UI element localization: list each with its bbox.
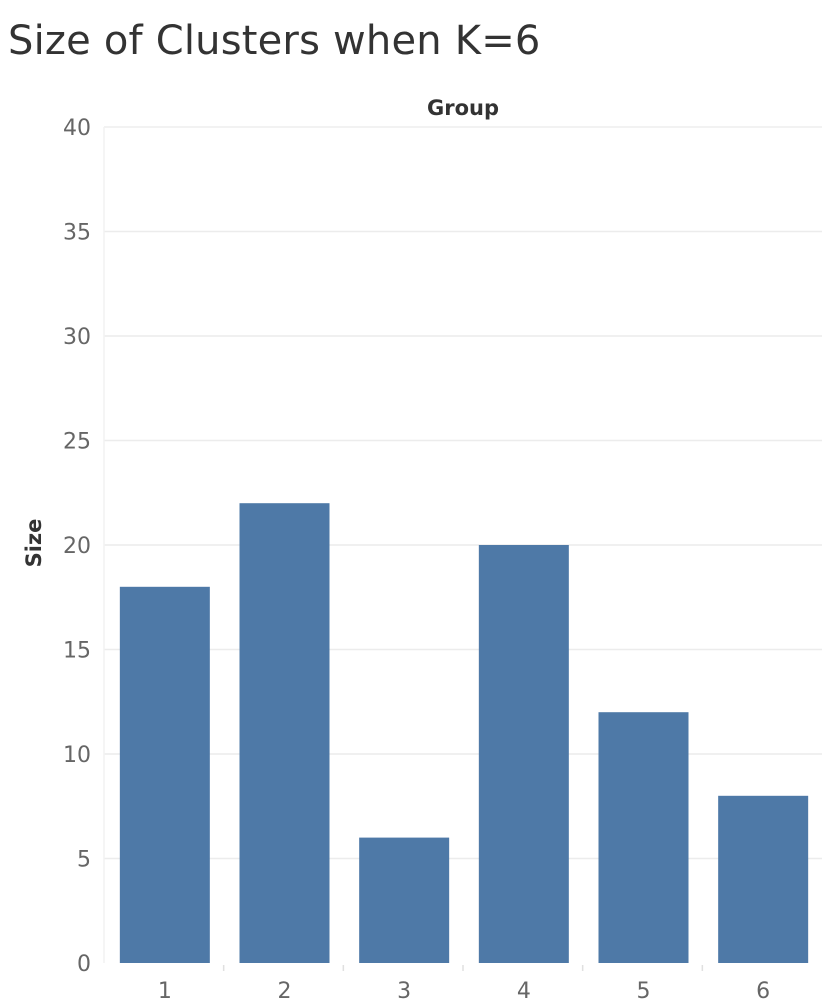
y-tick-label: 30 [63,325,91,350]
y-axis-ticks: 0 5 10 15 20 25 30 35 40 [63,116,91,977]
y-tick-label: 40 [63,116,91,141]
y-tick-label: 15 [63,639,91,664]
bar-group-2 [239,503,330,963]
x-axis-ticks: 1 2 3 4 5 6 [158,965,770,1004]
bar-group-5 [598,712,689,963]
gridlines [104,126,822,860]
bar-group-4 [478,545,569,963]
y-tick-label: 5 [77,848,91,873]
y-tick-label: 0 [77,952,91,977]
bar-group-1 [119,586,210,963]
x-tick-label: 1 [158,979,172,1004]
chart-title: Size of Clusters when K=6 [8,18,541,64]
x-tick-label: 6 [756,979,770,1004]
bar-group-3 [359,837,450,963]
x-tick-label: 2 [278,979,292,1004]
y-tick-label: 20 [63,534,91,559]
y-tick-label: 25 [63,430,91,455]
x-tick-label: 4 [517,979,531,1004]
y-tick-label: 35 [63,221,91,246]
x-axis-title: Group [427,96,499,120]
bars [119,503,809,963]
y-axis-title: Size [22,519,46,568]
bar-group-6 [718,795,809,963]
y-tick-label: 10 [63,743,91,768]
x-tick-label: 3 [397,979,411,1004]
x-tick-label: 5 [637,979,651,1004]
